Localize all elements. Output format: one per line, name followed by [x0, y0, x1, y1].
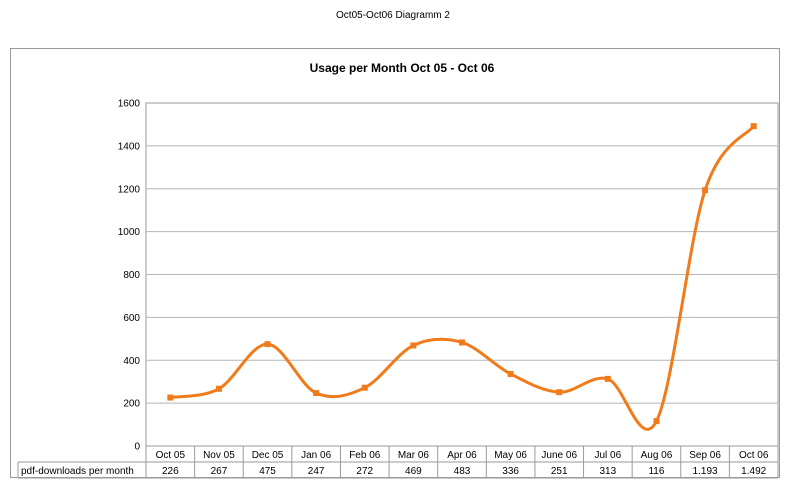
y-tick-label: 600	[123, 313, 140, 324]
x-tick-label: June 06	[541, 450, 577, 461]
data-label: 475	[259, 466, 276, 477]
data-table: pdf-downloads per month Oct 05 226 Nov 05 26…	[17, 445, 779, 479]
y-tick-label: 1000	[118, 227, 141, 238]
data-label: 272	[356, 466, 373, 477]
data-label: 1.193	[693, 466, 718, 477]
chart-title: Usage per Month Oct 05 - Oct 06	[310, 61, 495, 75]
x-tick-label: Aug 06	[641, 450, 673, 461]
data-label: 267	[211, 466, 228, 477]
x-tick-label: May 06	[494, 450, 527, 461]
data-point	[507, 370, 514, 377]
data-label: 483	[454, 466, 471, 477]
data-point	[604, 375, 611, 382]
data-label: 1.492	[741, 466, 766, 477]
x-tick-label: Apr 06	[447, 450, 477, 461]
series-line	[170, 125, 755, 431]
data-label: 336	[502, 466, 519, 477]
page-title: Oct05-Oct06 Diagramm 2	[336, 10, 450, 21]
data-label: 226	[162, 466, 179, 477]
y-axis: 0 200 400 600 800 1000 1200 1400 1600	[118, 99, 141, 453]
x-tick-label: Jan 06	[301, 450, 331, 461]
data-point	[361, 384, 368, 391]
data-label: 247	[308, 466, 325, 477]
x-tick-label: Mar 06	[398, 450, 430, 461]
y-tick-label: 0	[134, 442, 140, 453]
y-tick-label: 1600	[118, 99, 141, 110]
x-tick-label: Jul 06	[595, 450, 622, 461]
series-label: pdf-downloads per month	[21, 466, 134, 477]
y-tick-label: 800	[123, 270, 140, 281]
y-tick-label: 1400	[118, 141, 141, 152]
data-point	[167, 394, 174, 401]
y-tick-label: 400	[123, 356, 140, 367]
data-point	[264, 341, 271, 348]
data-label: 116	[648, 466, 664, 477]
series-pdf-downloads	[167, 123, 757, 431]
data-point	[702, 187, 709, 194]
x-tick-label: Feb 06	[349, 450, 381, 461]
data-point	[750, 123, 757, 130]
x-tick-label: Nov 05	[203, 450, 235, 461]
x-tick-label: Dec 05	[252, 450, 284, 461]
y-tick-label: 1200	[118, 184, 141, 195]
data-label: 313	[600, 466, 617, 477]
data-point	[556, 389, 563, 396]
chart-frame	[10, 48, 780, 478]
data-point	[410, 342, 417, 349]
data-point	[215, 385, 222, 392]
data-point	[313, 390, 320, 397]
x-tick-label: Oct 05	[156, 450, 186, 461]
data-label: 469	[405, 466, 422, 477]
data-point	[459, 339, 465, 346]
grid	[145, 102, 779, 447]
y-tick-label: 200	[123, 399, 140, 410]
data-point	[653, 418, 660, 425]
x-tick-label: Sep 06	[689, 450, 721, 461]
data-label: 251	[551, 466, 568, 477]
x-tick-label: Oct 06	[739, 450, 769, 461]
